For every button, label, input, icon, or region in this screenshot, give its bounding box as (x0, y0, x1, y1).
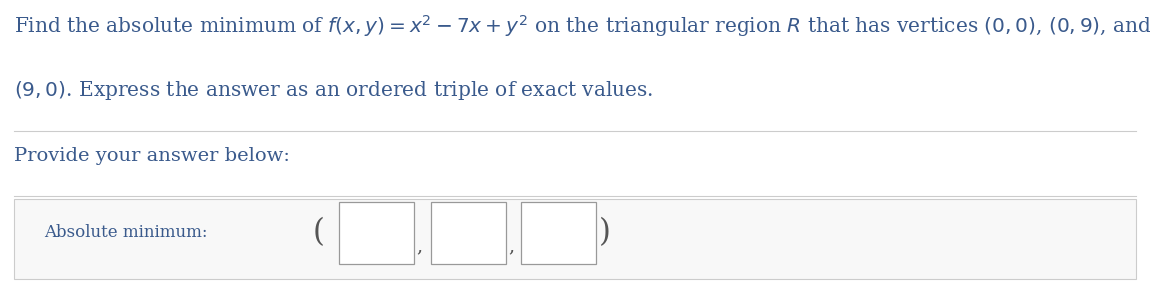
Text: Find the absolute minimum of $f(x, y) = x^2 - 7x + y^2$ on the triangular region: Find the absolute minimum of $f(x, y) = … (14, 13, 1150, 39)
Text: $(9, 0)$. Express the answer as an ordered triple of exact values.: $(9, 0)$. Express the answer as an order… (14, 79, 653, 102)
Text: ,: , (508, 237, 514, 255)
Text: ,: , (416, 237, 422, 255)
Text: ): ) (599, 217, 611, 248)
Text: Absolute minimum:: Absolute minimum: (44, 224, 207, 241)
Text: (: ( (313, 217, 324, 248)
Text: Provide your answer below:: Provide your answer below: (14, 147, 290, 165)
